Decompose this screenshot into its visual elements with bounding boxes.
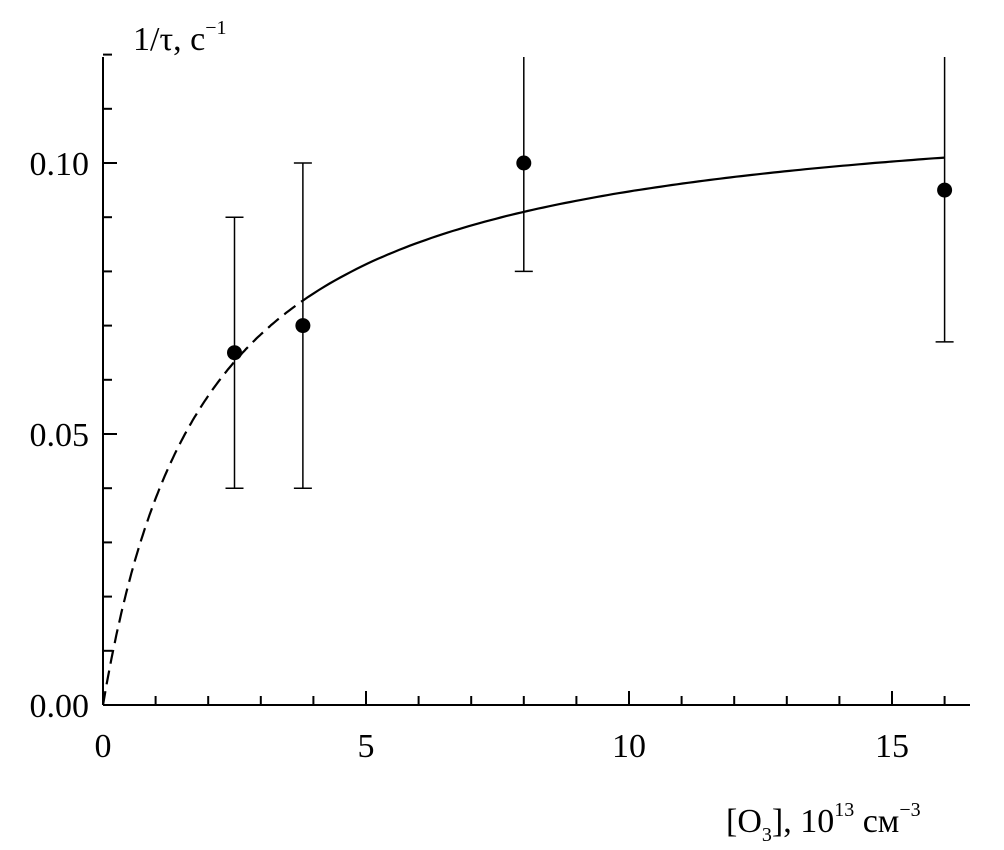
x-tick-label: 5 xyxy=(358,728,375,765)
y-axis-label: 1/τ, с−1 xyxy=(133,17,226,58)
y-tick-label: 0.05 xyxy=(30,417,90,454)
tick-labels: 0 5 10 15 0.00 0.05 0.10 xyxy=(30,146,910,765)
y-tick-label: 0.00 xyxy=(30,688,90,725)
data-point xyxy=(295,318,311,334)
fit-curves xyxy=(101,156,945,706)
error-bars xyxy=(225,57,954,489)
y-tick-label: 0.10 xyxy=(30,146,90,183)
x-tick-label: 15 xyxy=(875,728,909,765)
data-points xyxy=(227,155,953,361)
fit-curve-dashed xyxy=(101,299,304,706)
data-point xyxy=(937,182,953,198)
data-point xyxy=(227,345,242,361)
data-point xyxy=(516,155,532,171)
x-axis-label: [O3], 1013 см−3 xyxy=(726,799,921,846)
fit-curve-solid xyxy=(302,156,945,302)
x-tick-label: 10 xyxy=(612,728,646,765)
x-tick-label: 0 xyxy=(95,728,112,765)
axes xyxy=(102,53,970,706)
